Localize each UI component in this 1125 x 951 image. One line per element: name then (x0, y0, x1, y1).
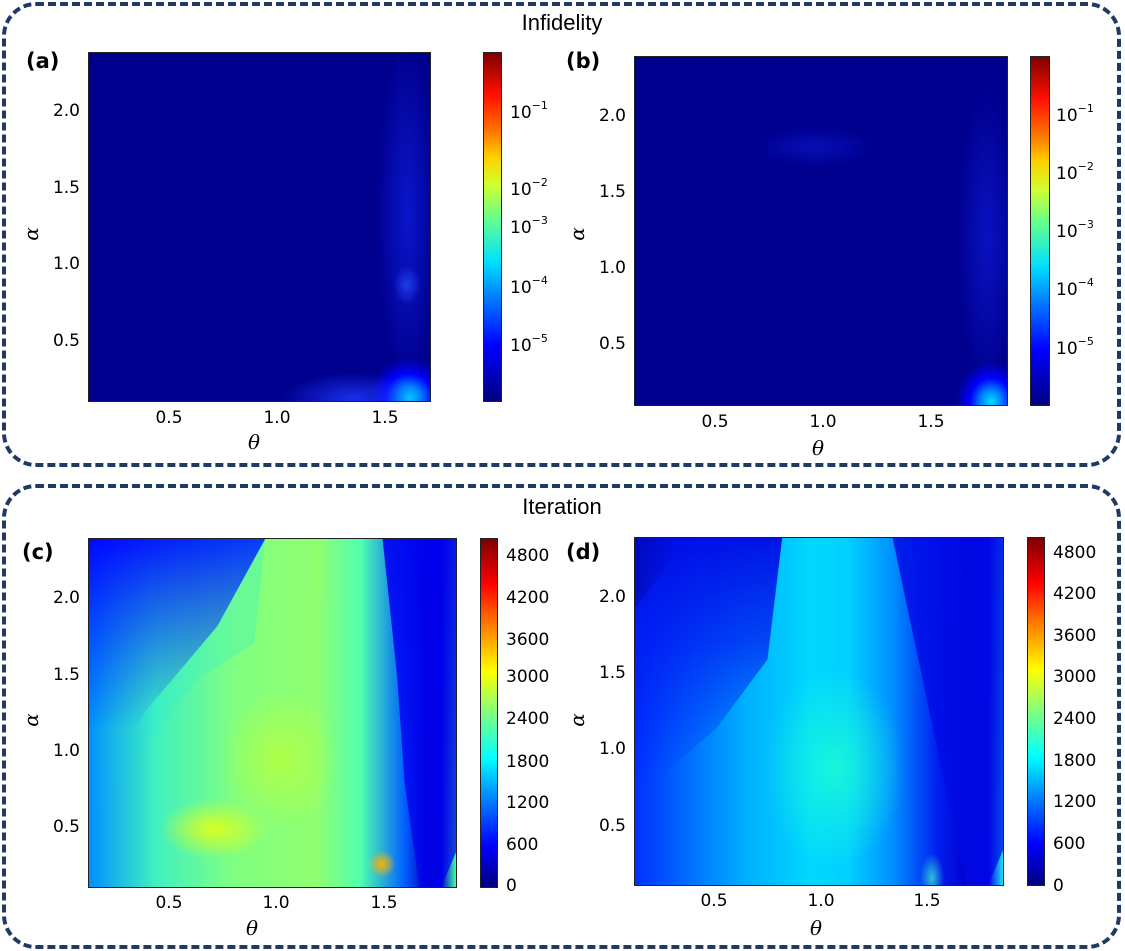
y-axis-label-d: α (564, 713, 589, 727)
heatmap-c (88, 538, 457, 888)
infidelity-title: Infidelity (521, 10, 603, 35)
x-axis-label-c: θ (246, 916, 259, 940)
x-axis-label-a: θ (248, 430, 261, 454)
y-axis-label-c: α (18, 713, 43, 727)
colorbar-b (1030, 56, 1050, 406)
panel-label-a: (a) (26, 49, 60, 73)
y-axis-label-a: α (18, 227, 43, 241)
colorbar-a (483, 52, 502, 402)
panel-label-d: (d) (566, 540, 601, 564)
iteration-section (2, 484, 1121, 949)
heatmap-b (634, 56, 1008, 406)
colorbar-d (1027, 537, 1045, 886)
y-axis-label-b: α (564, 227, 589, 241)
heatmap-d (634, 537, 1004, 886)
x-axis-label-d: θ (810, 916, 823, 940)
panel-label-b: (b) (566, 49, 601, 73)
iteration-title: Iteration (522, 494, 602, 519)
colorbar-c (480, 538, 498, 888)
heatmap-a (88, 52, 431, 402)
panel-label-c: (c) (22, 540, 54, 564)
infidelity-section (2, 2, 1121, 467)
x-axis-label-b: θ (812, 436, 825, 460)
